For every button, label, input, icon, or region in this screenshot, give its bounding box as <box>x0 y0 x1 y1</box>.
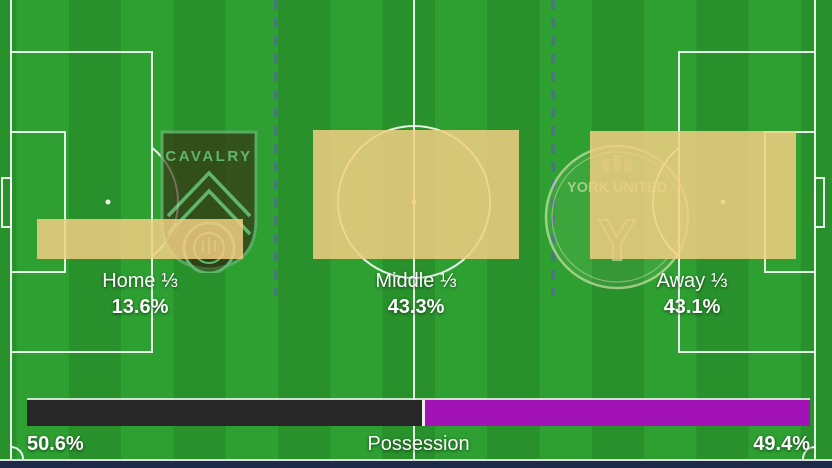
middle-third-bar <box>313 130 519 259</box>
home-third-bar <box>37 219 243 259</box>
middle-third-value: 43.3% <box>387 296 445 318</box>
possession-title: Possession <box>367 433 470 455</box>
possession-segment-divider <box>421 400 425 426</box>
home-third-label-block: Home ⅓ 13.6% <box>40 268 240 320</box>
home-third-name: Home ⅓ <box>102 270 178 292</box>
right-goal <box>814 177 825 228</box>
home-crest-chevron-outer <box>166 170 252 218</box>
home-crest-text: CAVALRY <box>165 148 252 165</box>
left-goal <box>1 177 12 228</box>
possession-away-segment <box>424 400 810 426</box>
possession-split-bar <box>27 398 810 426</box>
left-penalty-spot <box>105 199 111 205</box>
possession-home-segment <box>27 400 422 426</box>
away-third-name: Away ⅓ <box>656 270 728 292</box>
possession-home-value: 50.6% <box>27 433 84 455</box>
away-third-bar <box>590 131 796 259</box>
possession-labels-row: 50.6% Possession 49.4% <box>27 433 810 457</box>
bottom-right-corner-arc <box>802 446 816 460</box>
bottom-edge-strip <box>0 459 832 468</box>
home-third-value: 13.6% <box>111 296 169 318</box>
left-penalty-area <box>11 51 153 353</box>
middle-third-label-block: Middle ⅓ 43.3% <box>316 268 516 320</box>
away-third-value: 43.1% <box>663 296 721 318</box>
left-goal-area <box>11 131 66 273</box>
bottom-left-corner-arc <box>10 446 24 460</box>
away-third-label-block: Away ⅓ 43.1% <box>592 268 792 320</box>
middle-third-name: Middle ⅓ <box>375 270 457 292</box>
possession-away-value: 49.4% <box>753 433 810 455</box>
